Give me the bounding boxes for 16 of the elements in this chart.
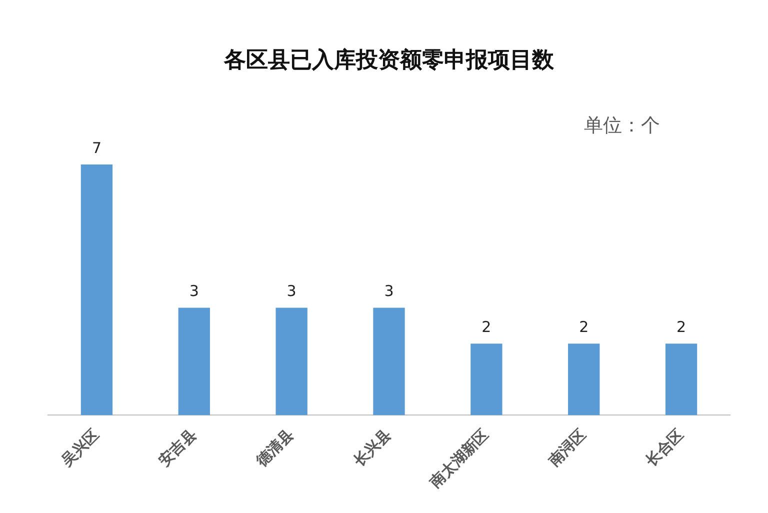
data-label: 3 xyxy=(189,282,199,300)
x-tick-label: 德清县 xyxy=(252,425,298,471)
x-tick-label: 长合区 xyxy=(642,425,687,471)
x-tick-label: 安吉县 xyxy=(155,425,200,470)
data-label: 2 xyxy=(482,318,492,336)
data-label: 2 xyxy=(676,318,686,336)
x-tick-label: 吴兴区 xyxy=(57,425,102,471)
text: 单位：个 xyxy=(584,114,660,136)
x-tick-label: 南浔区 xyxy=(544,425,590,471)
x-tick-label: 长兴县 xyxy=(349,425,395,471)
x-tick-label: 南太湖新区 xyxy=(426,425,492,492)
data-label: 3 xyxy=(384,282,394,300)
data-label: 2 xyxy=(579,318,589,336)
data-label: 3 xyxy=(286,282,296,300)
data-label: 7 xyxy=(92,138,102,157)
chart-title: 各区县已入库投资额零申报项目数 xyxy=(223,46,555,73)
